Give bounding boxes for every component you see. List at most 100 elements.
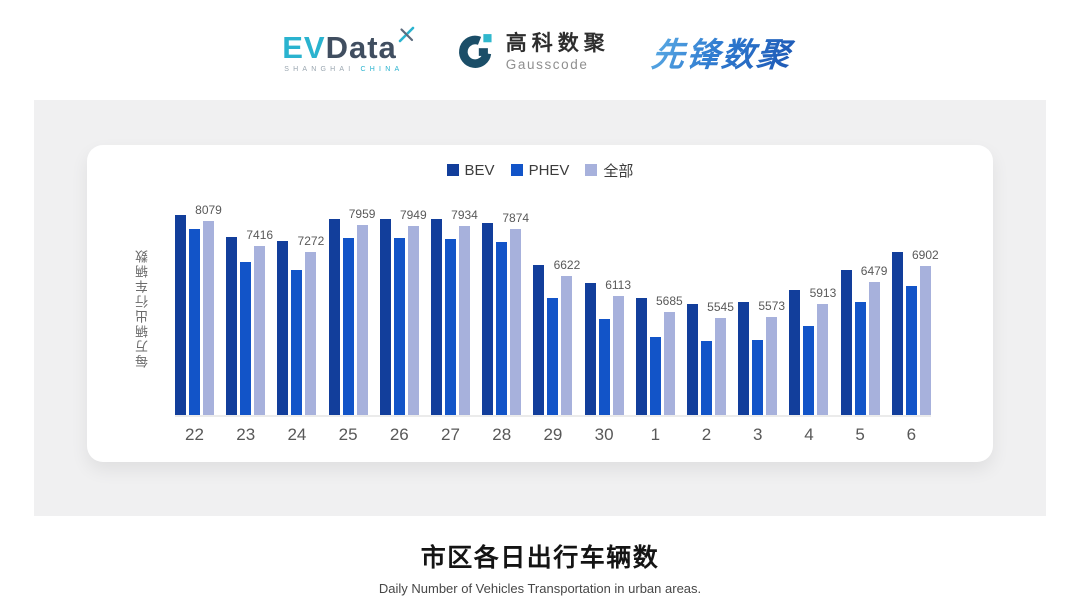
x-tick-label-22: 22 <box>185 425 204 444</box>
bar-group-6: 6902 6 <box>891 248 939 444</box>
bar-group-22: 8079 22 <box>175 203 222 444</box>
bar-bev-5 <box>840 270 852 415</box>
bar-value-label-2: 5545 <box>707 300 734 314</box>
bar-all-25: 7959 <box>349 207 375 415</box>
bar-plot: 8079 22 7416 23 7272 24 7959 25 7949 26 7934 27 7874… <box>175 199 939 444</box>
chart-legend: BEV PHEV 全部 <box>87 160 993 181</box>
bar-phev-27 <box>445 239 457 415</box>
bar-all-22: 8079 <box>195 203 222 415</box>
bar-all-2: 5545 <box>707 300 734 415</box>
bar-bev-3 <box>738 302 750 415</box>
pioneer-wordmark: 先锋数聚 <box>649 28 800 76</box>
bar-value-label-24: 7272 <box>297 234 325 248</box>
bar-bev-4 <box>789 290 801 415</box>
bar-all-1: 5685 <box>656 294 683 415</box>
bar-groups: 8079 22 7416 23 7272 24 7959 25 7949 26 7934 27 7874… <box>175 199 939 444</box>
x-tick-label-5: 5 <box>855 425 865 444</box>
x-tick-label-28: 28 <box>492 425 512 444</box>
bar-phev-2 <box>701 341 713 415</box>
legend-item-all[interactable]: 全部 <box>585 160 633 181</box>
bar-value-label-6: 6902 <box>911 248 939 262</box>
bar-value-label-27: 7934 <box>451 208 478 222</box>
bar-group-23: 7416 23 <box>226 228 273 444</box>
bar-all-3: 5573 <box>758 299 785 415</box>
bar-bev-6 <box>891 252 903 415</box>
chart-panel: BEV PHEV 全部 每万辆出行车辆数 8079 22 7416 23 7272 24 795… <box>34 100 1046 516</box>
bar-value-label-1: 5685 <box>655 294 683 308</box>
bar-phev-5 <box>854 302 866 415</box>
bar-phev-23 <box>240 262 252 415</box>
bar-phev-6 <box>905 286 917 415</box>
bar-bev-25 <box>328 219 340 415</box>
evdata-ev-text: EV <box>282 29 326 65</box>
bar-all-4: 5913 <box>810 286 836 415</box>
evdata-logo: EV Data SHANGHAI CHINA <box>282 26 415 73</box>
bar-all-5: 6479 <box>861 264 887 415</box>
evdata-china-text: CHINA <box>360 65 404 73</box>
x-tick-label-3: 3 <box>753 425 763 444</box>
gausscode-en-text: Gausscode <box>505 56 589 72</box>
gausscode-g-icon <box>457 30 497 75</box>
bar-group-1: 5685 1 <box>635 294 683 444</box>
bar-value-label-28: 7874 <box>502 211 530 225</box>
bar-phev-28 <box>496 242 508 415</box>
gausscode-cn-text: 高科数聚 <box>505 32 610 56</box>
legend-swatch-phev <box>510 164 523 176</box>
x-tick-label-4: 4 <box>804 425 814 444</box>
bar-value-label-29: 6622 <box>553 258 581 272</box>
bar-phev-29 <box>547 298 559 415</box>
bar-phev-30 <box>598 319 610 415</box>
bar-value-label-3: 5573 <box>758 299 786 313</box>
x-tick-label-27: 27 <box>441 425 460 444</box>
x-tick-label-23: 23 <box>236 425 256 444</box>
legend-label-bev: BEV <box>464 161 495 179</box>
x-tick-label-24: 24 <box>287 425 307 444</box>
bar-value-label-25: 7959 <box>348 207 376 221</box>
bar-group-2: 5545 2 <box>687 300 734 444</box>
bar-group-5: 6479 5 <box>840 264 887 444</box>
bar-bev-23 <box>226 237 238 415</box>
bar-phev-4 <box>803 326 815 415</box>
caption-title: 市区各日出行车辆数 <box>420 544 660 572</box>
x-tick-label-26: 26 <box>389 425 409 444</box>
bar-value-label-30: 6113 <box>605 278 632 292</box>
bar-group-29: 6622 29 <box>533 258 580 444</box>
bar-value-label-23: 7416 <box>246 228 274 242</box>
legend-label-phev: PHEV <box>528 161 570 179</box>
bar-group-3: 5573 3 <box>738 299 785 444</box>
bar-value-label-5: 6479 <box>860 264 888 278</box>
gausscode-logo: 高科数聚 Gausscode <box>457 30 610 75</box>
caption-subtitle: Daily Number of Vehicles Transportation … <box>378 581 702 596</box>
bar-phev-22 <box>189 229 200 415</box>
evdata-subtext: SHANGHAI CHINA <box>284 66 403 73</box>
bar-group-25: 7959 25 <box>328 207 375 444</box>
bar-bev-22 <box>175 215 186 415</box>
bar-all-28: 7874 <box>502 211 529 415</box>
bar-all-30: 6113 <box>605 278 631 415</box>
bar-phev-1 <box>649 337 661 415</box>
bar-group-27: 7934 27 <box>431 208 478 444</box>
bar-phev-25 <box>342 238 354 415</box>
bar-value-label-4: 5913 <box>809 286 837 300</box>
bar-all-23: 7416 <box>246 228 273 415</box>
legend-item-phev[interactable]: PHEV <box>510 161 570 179</box>
bar-group-4: 5913 4 <box>789 286 836 444</box>
bar-bev-24 <box>277 241 289 415</box>
bar-phev-24 <box>291 270 303 415</box>
legend-label-all: 全部 <box>603 162 634 180</box>
bar-bev-2 <box>687 304 699 415</box>
chart-area: 每万辆出行车辆数 8079 22 7416 23 7272 24 7959 25 7949 26 7… <box>87 199 993 444</box>
chart-card: BEV PHEV 全部 每万辆出行车辆数 8079 22 7416 23 7272 24 795… <box>87 145 993 462</box>
x-tick-label-2: 2 <box>701 425 712 444</box>
x-tick-label-1: 1 <box>650 425 661 444</box>
bar-all-24: 7272 <box>298 234 324 415</box>
legend-swatch-bev <box>446 164 459 176</box>
x-tick-label-29: 29 <box>543 425 563 444</box>
legend-item-bev[interactable]: BEV <box>446 161 495 179</box>
bar-phev-3 <box>752 340 764 415</box>
bar-all-27: 7934 <box>451 208 478 415</box>
y-axis-label: 每万辆出行车辆数 <box>134 248 150 368</box>
evdata-x-mark-icon <box>398 26 415 47</box>
bar-value-label-22: 8079 <box>195 203 222 217</box>
evdata-shanghai-text: SHANGHAI <box>284 65 355 73</box>
